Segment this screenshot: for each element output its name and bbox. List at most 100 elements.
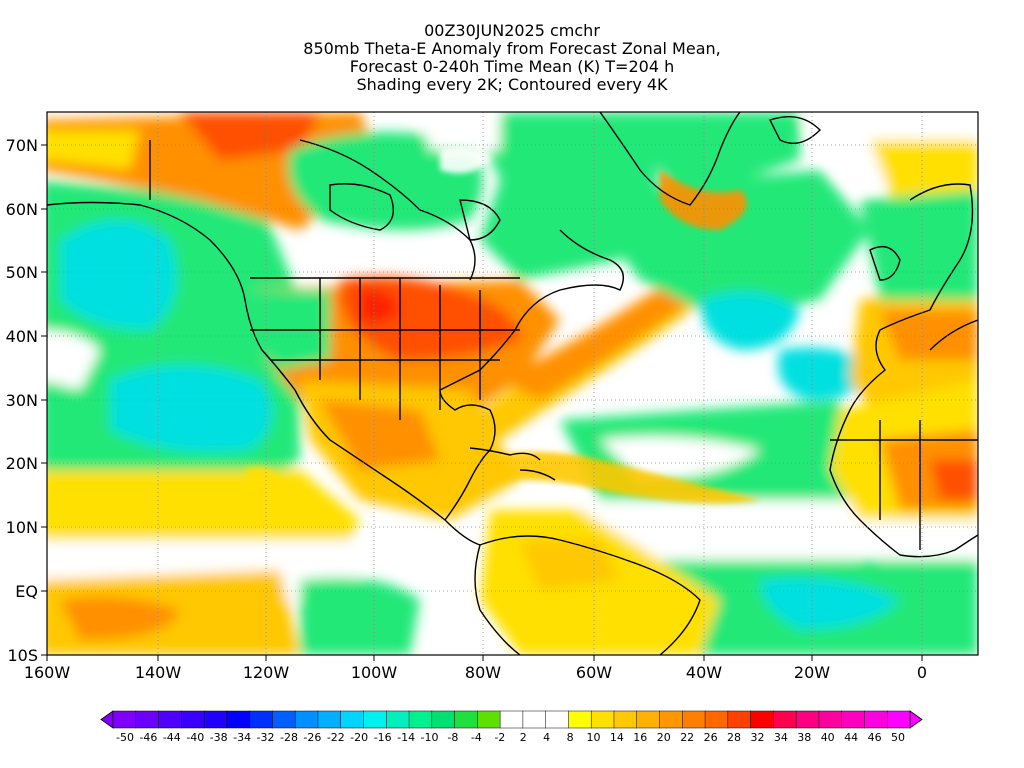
lon-label: 160W xyxy=(24,663,71,682)
colorbar-swatch xyxy=(272,710,296,729)
title-line-2: 850mb Theta-E Anomaly from Forecast Zona… xyxy=(303,39,721,58)
colorbar-swatch xyxy=(386,710,410,729)
colorbar-swatch xyxy=(750,710,774,729)
colorbar-tick-label: -50 xyxy=(116,731,134,744)
colorbar-swatch xyxy=(226,710,251,729)
colorbar-tick-label: 28 xyxy=(727,731,741,744)
coastlines xyxy=(47,112,978,655)
shaded-field xyxy=(47,112,978,655)
colorbar-tick-label: -22 xyxy=(327,731,345,744)
colorbar-tick-label: -38 xyxy=(210,731,228,744)
title-line-4: Shading every 2K; Contoured every 4K xyxy=(356,75,668,94)
colorbar-swatch xyxy=(795,710,820,729)
colorbar-tick-label: -10 xyxy=(421,731,439,744)
colorbar-tick-label: 16 xyxy=(633,731,647,744)
colorbar-tick-label: -2 xyxy=(494,731,505,744)
colorbar-swatch xyxy=(158,710,182,729)
colorbar-tick-label: -26 xyxy=(303,731,321,744)
lon-label: 100W xyxy=(351,663,398,682)
plot-frame xyxy=(46,111,979,656)
colorbar-tick-label: -20 xyxy=(350,731,368,744)
title-line-1: 00Z30JUN2025 cmchr xyxy=(424,21,600,40)
lon-label: 60W xyxy=(576,663,612,682)
title-line-3: Forecast 0-240h Time Mean (K) T=204 h xyxy=(349,57,675,76)
tick-marks xyxy=(41,144,923,661)
colorbar-swatch xyxy=(363,710,387,729)
colorbar-tick-label: -16 xyxy=(374,731,392,744)
colorbar-tick-label: 38 xyxy=(797,731,811,744)
colorbar-swatch xyxy=(135,710,160,729)
colorbar-swatch xyxy=(454,710,478,729)
colorbar-swatch xyxy=(818,710,843,729)
colorbar-swatch xyxy=(181,710,205,729)
lat-label: 10N xyxy=(6,518,38,537)
colorbar-tick-label: -28 xyxy=(280,731,298,744)
lon-axis: 160W 140W 120W 100W 80W 60W 40W 20W 0 xyxy=(24,663,927,682)
colorbar-swatch xyxy=(773,710,797,729)
grid-lines xyxy=(47,112,978,655)
colorbar-swatch xyxy=(499,710,524,729)
colorbar-swatch xyxy=(317,710,342,729)
colorbar-tick-label: 20 xyxy=(657,731,671,744)
colorbar-tick-label: -34 xyxy=(233,731,251,744)
colorbar-swatch xyxy=(112,710,137,729)
map-title: 00Z30JUN2025 cmchr 850mb Theta-E Anomaly… xyxy=(0,22,1024,94)
colorbar-tick-label: 8 xyxy=(567,731,574,744)
colorbar-swatch xyxy=(864,710,888,729)
colorbar-tick-label: -44 xyxy=(163,731,181,744)
colorbar-swatch xyxy=(886,710,911,729)
colorbar-tick-label: 32 xyxy=(751,731,765,744)
colorbar-tick-label: -46 xyxy=(139,731,157,744)
lat-label: EQ xyxy=(15,582,38,601)
colorbar-tick-label: 34 xyxy=(774,731,788,744)
lon-label: 120W xyxy=(243,663,290,682)
colorbar-labels: -50 -46 -44 -40 -38 -34 -32 -28 -26 -22 -20 -16 -14-… xyxy=(116,731,905,744)
colorbar-swatch xyxy=(568,710,592,729)
colorbar-swatch xyxy=(704,710,729,729)
colorbar-tick-label: 22 xyxy=(680,731,694,744)
colorbar-left-arrow xyxy=(100,710,114,729)
lat-label: 50N xyxy=(6,263,38,282)
colorbar-swatch xyxy=(477,710,501,729)
colorbar-swatch xyxy=(294,710,319,729)
colorbar-swatch xyxy=(682,710,706,729)
lon-label: 0 xyxy=(917,663,927,682)
colorbar-swatch xyxy=(522,710,547,729)
colorbar-tick-label: 2 xyxy=(520,731,527,744)
lon-label: 140W xyxy=(135,663,182,682)
lat-label: 70N xyxy=(6,136,38,155)
colorbar-swatch xyxy=(613,710,638,729)
colorbar-swatch xyxy=(590,710,615,729)
colorbar-tick-label: 4 xyxy=(543,731,550,744)
lon-label: 80W xyxy=(465,663,501,682)
lat-label: 10S xyxy=(7,646,38,665)
colorbar-swatch xyxy=(659,710,683,729)
colorbar-tick-label: -40 xyxy=(186,731,204,744)
colorbar-tick-label: 50 xyxy=(891,731,905,744)
colorbar-tick-label: 44 xyxy=(844,731,858,744)
colorbar-swatch xyxy=(841,710,866,729)
colorbar-tick-label: 10 xyxy=(587,731,601,744)
lon-label: 40W xyxy=(686,663,722,682)
colorbar-swatch xyxy=(249,710,273,729)
colorbar-right-arrow xyxy=(909,710,923,729)
colorbar-swatch xyxy=(340,710,365,729)
colorbar-swatch xyxy=(431,710,456,729)
colorbar-swatch xyxy=(408,710,433,729)
lat-axis: 70N 60N 50N 40N 30N 20N 10N EQ 10S xyxy=(6,136,38,665)
colorbar-tick-label: -32 xyxy=(257,731,275,744)
colorbar-tick-label: 26 xyxy=(704,731,718,744)
colorbar-swatch xyxy=(203,710,228,729)
lat-label: 40N xyxy=(6,327,38,346)
lat-label: 30N xyxy=(6,391,38,410)
colorbar-swatch xyxy=(636,710,661,729)
colorbar-tick-label: 14 xyxy=(610,731,624,744)
lat-label: 60N xyxy=(6,200,38,219)
lat-label: 20N xyxy=(6,454,38,473)
colorbar-swatch xyxy=(545,710,569,729)
colorbar-tick-label: -14 xyxy=(397,731,415,744)
colorbar-tick-label: 40 xyxy=(821,731,835,744)
colorbar xyxy=(100,710,923,729)
colorbar-swatch xyxy=(727,710,752,729)
